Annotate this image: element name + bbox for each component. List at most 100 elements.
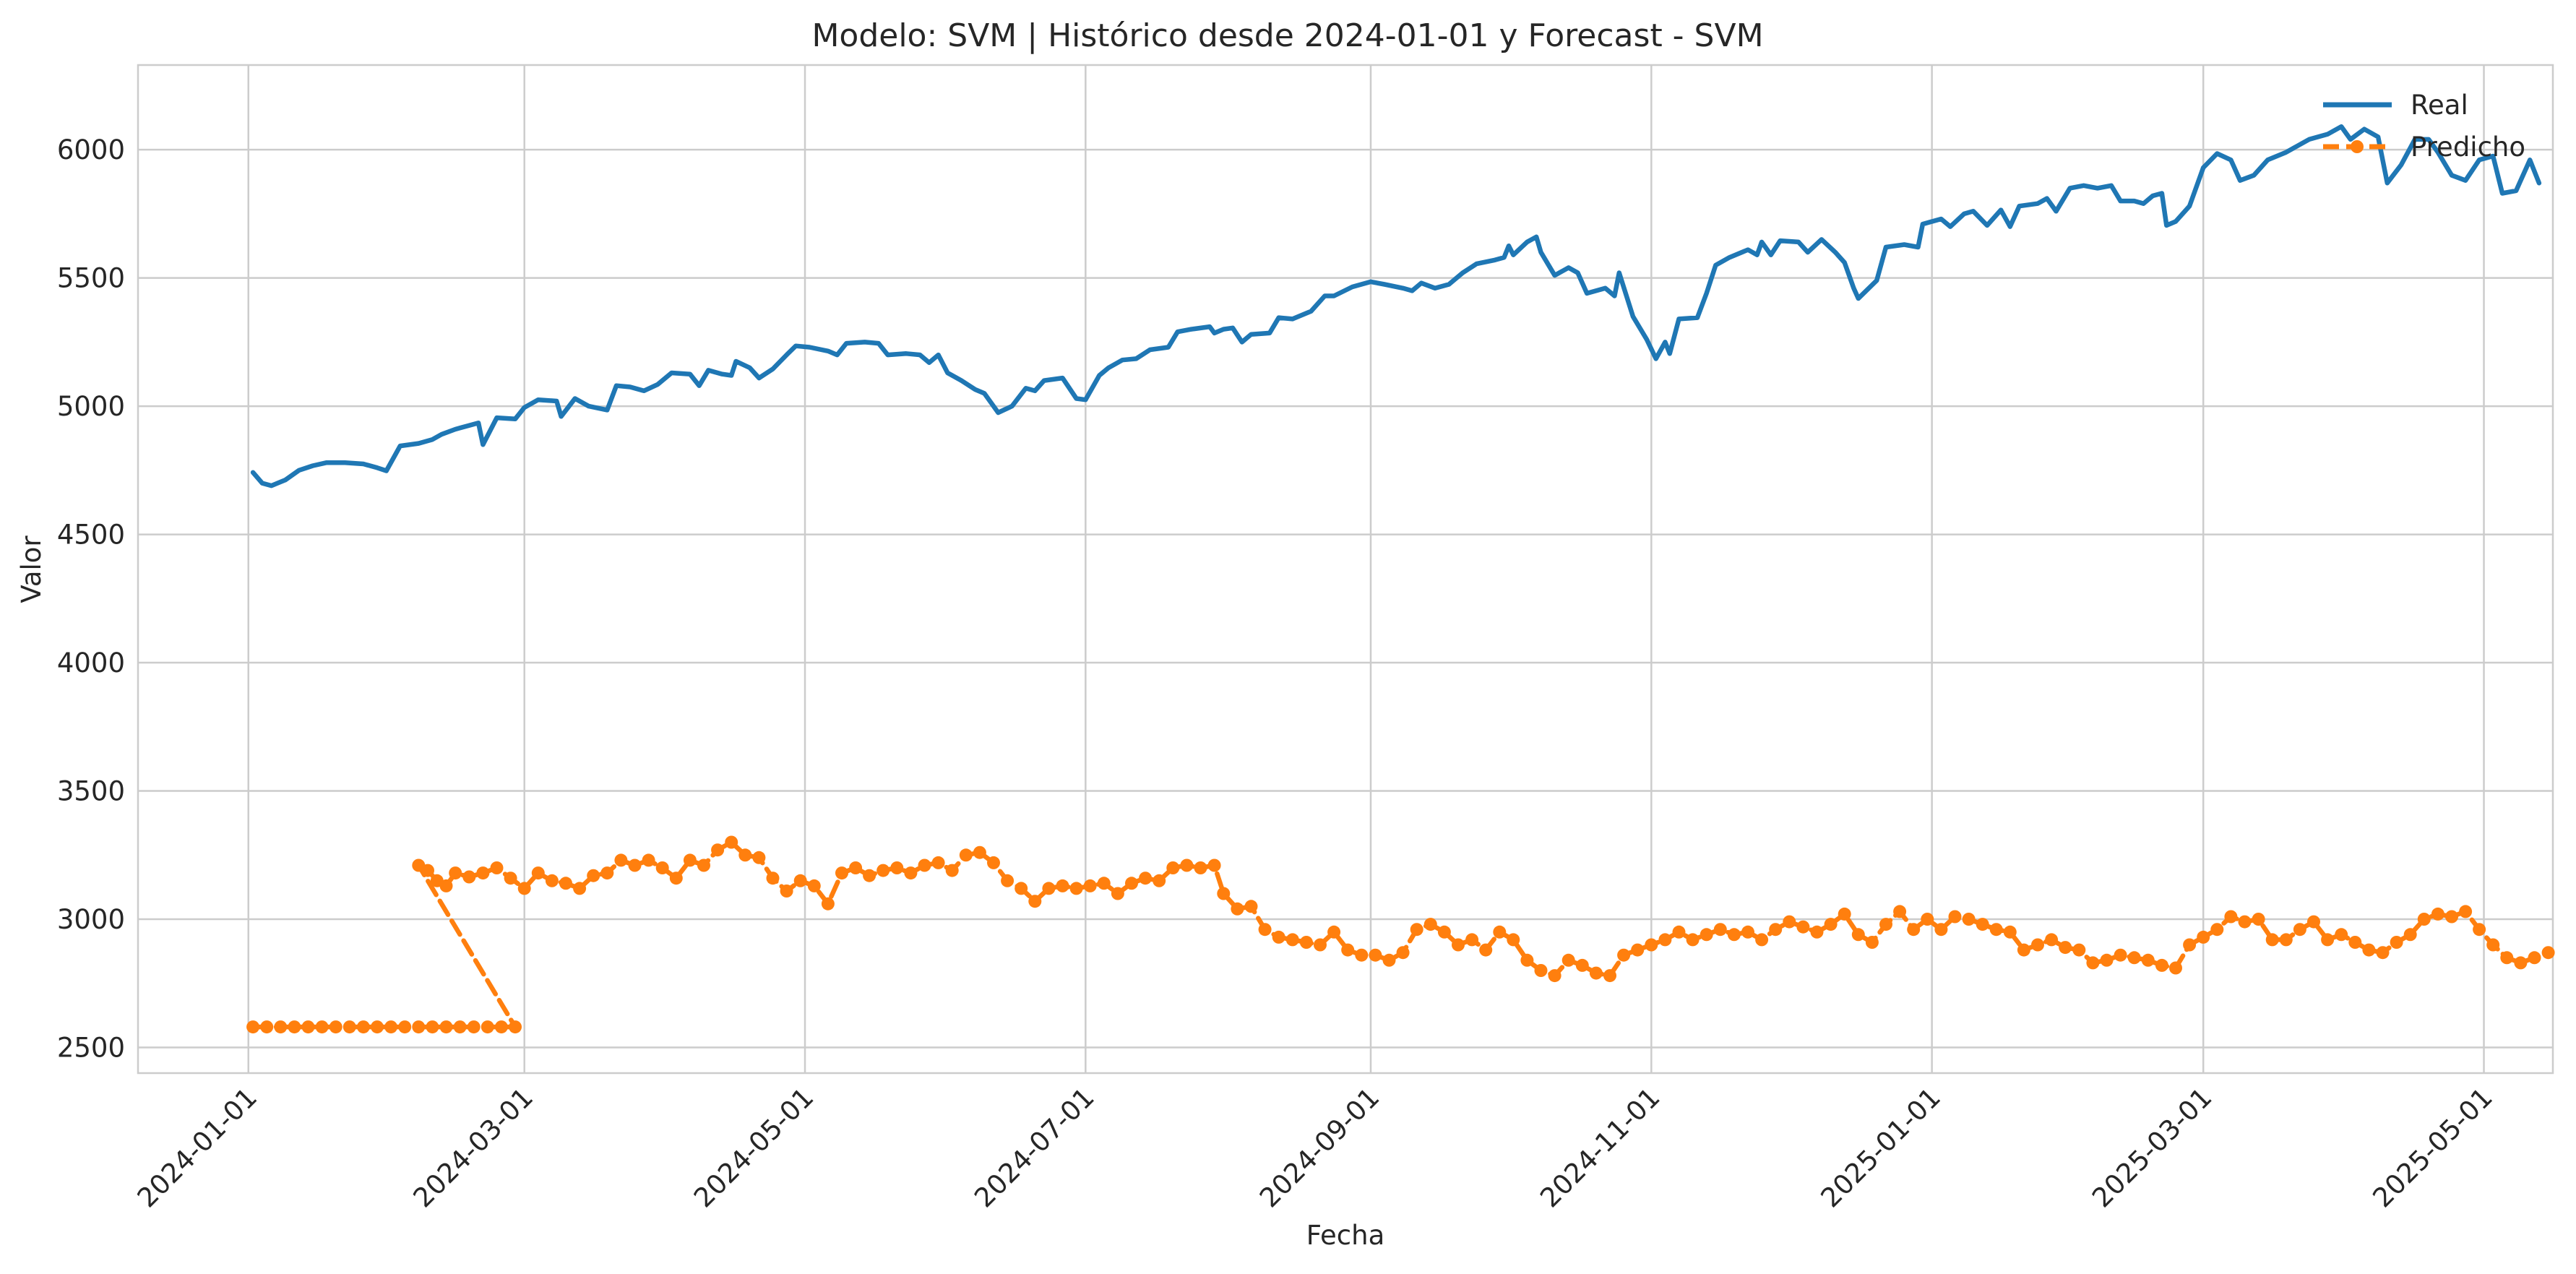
- data-point-predicho: [2224, 910, 2238, 924]
- data-point-predicho: [1810, 925, 1824, 939]
- data-point-predicho: [2045, 933, 2059, 947]
- data-point-predicho: [559, 877, 572, 890]
- data-point-predicho: [2541, 946, 2555, 960]
- data-point-predicho: [1285, 933, 1299, 947]
- data-point-predicho: [1507, 933, 1520, 947]
- data-point-predicho: [1327, 925, 1341, 939]
- data-point-predicho: [1382, 953, 1396, 967]
- data-point-predicho: [2431, 907, 2444, 921]
- data-point-predicho: [2307, 915, 2320, 929]
- y-tick-label: 3500: [57, 776, 125, 807]
- data-point-predicho: [1153, 874, 1166, 887]
- data-point-predicho: [2390, 936, 2403, 949]
- data-point-predicho: [412, 1020, 426, 1034]
- data-point-predicho: [490, 861, 504, 874]
- data-point-predicho: [453, 1020, 467, 1034]
- data-point-predicho: [1166, 861, 1180, 874]
- data-point-predicho: [2445, 910, 2458, 924]
- data-point-predicho: [1561, 953, 1575, 967]
- data-point-predicho: [1111, 887, 1124, 900]
- data-point-predicho: [1314, 938, 1327, 952]
- chart-title: Modelo: SVM | Histórico desde 2024-01-01…: [811, 17, 1763, 54]
- data-point-predicho: [343, 1020, 356, 1034]
- y-axis-ticks: 2500 3000 3500 4000 4500 5000 5500 6000: [57, 134, 125, 1063]
- data-point-predicho: [1631, 943, 1645, 957]
- data-point-predicho: [1976, 918, 1989, 931]
- data-point-predicho: [2141, 953, 2155, 967]
- y-tick-label: 2500: [57, 1033, 125, 1064]
- data-point-predicho: [807, 879, 821, 892]
- data-point-predicho: [1727, 928, 1741, 942]
- data-point-predicho: [945, 864, 959, 877]
- data-point-predicho: [1355, 948, 1369, 962]
- data-point-predicho: [288, 1020, 301, 1034]
- data-point-predicho: [1369, 948, 1382, 962]
- data-point-predicho: [1452, 938, 1465, 952]
- data-point-predicho: [2086, 956, 2100, 970]
- gridlines: [138, 65, 2553, 1073]
- data-point-predicho: [1686, 933, 1700, 947]
- data-point-predicho: [2003, 925, 2017, 939]
- data-point-predicho: [863, 869, 876, 882]
- data-point-predicho: [573, 882, 587, 895]
- y-tick-label: 4500: [57, 520, 125, 551]
- data-point-predicho: [1589, 966, 1603, 980]
- data-point-predicho: [1921, 913, 1934, 926]
- data-point-predicho: [890, 861, 904, 874]
- data-point-predicho: [2252, 913, 2265, 926]
- data-point-predicho: [467, 1020, 481, 1034]
- data-point-predicho: [931, 856, 945, 869]
- data-point-predicho: [1700, 928, 1713, 942]
- data-point-predicho: [2514, 956, 2528, 970]
- data-point-predicho: [2183, 938, 2197, 952]
- y-tick-label: 6000: [57, 134, 125, 165]
- data-point-predicho: [1125, 877, 1138, 890]
- data-point-predicho: [356, 1020, 370, 1034]
- data-point-predicho: [2127, 951, 2141, 965]
- data-point-predicho: [918, 858, 931, 872]
- data-point-predicho: [1479, 943, 1493, 957]
- data-point-predicho: [1396, 946, 1410, 960]
- data-point-predicho: [2017, 943, 2030, 957]
- data-point-predicho: [628, 858, 642, 872]
- data-point-predicho: [1907, 923, 1921, 937]
- data-point-predicho: [517, 882, 531, 895]
- y-tick-label: 3000: [57, 904, 125, 935]
- data-point-predicho: [2348, 936, 2362, 949]
- data-point-predicho: [835, 866, 848, 880]
- data-point-predicho: [2362, 943, 2376, 957]
- data-point-predicho: [1139, 871, 1153, 885]
- data-point-predicho: [587, 869, 600, 882]
- data-point-predicho: [398, 1020, 412, 1034]
- data-point-predicho: [1028, 895, 1042, 908]
- data-point-predicho: [766, 871, 780, 885]
- data-point-predicho: [1838, 907, 1851, 921]
- data-point-predicho: [2321, 933, 2335, 947]
- data-point-predicho: [1934, 923, 1948, 937]
- data-point-predicho: [1769, 923, 1783, 937]
- data-point-predicho: [1244, 900, 1258, 913]
- data-point-predicho: [2293, 923, 2306, 937]
- data-point-predicho: [2059, 941, 2072, 955]
- data-point-predicho: [1180, 858, 1194, 872]
- data-point-predicho: [246, 1020, 260, 1034]
- data-point-predicho: [509, 1020, 522, 1034]
- data-point-predicho: [1520, 953, 1534, 967]
- data-point-predicho: [384, 1020, 398, 1034]
- data-point-predicho: [462, 870, 476, 884]
- data-point-predicho: [1069, 882, 1083, 895]
- data-point-predicho: [725, 835, 738, 849]
- data-point-predicho: [476, 866, 490, 880]
- data-point-predicho: [669, 871, 683, 885]
- data-point-predicho: [752, 851, 766, 864]
- data-point-predicho: [1617, 948, 1631, 962]
- data-point-predicho: [1824, 918, 1838, 931]
- data-point-predicho: [274, 1020, 288, 1034]
- data-point-predicho: [1207, 858, 1221, 872]
- data-point-predicho: [2459, 905, 2473, 918]
- data-point-predicho: [1879, 918, 1892, 931]
- series-line-real: [250, 124, 2542, 488]
- data-point-predicho: [780, 885, 793, 898]
- data-point-predicho: [2169, 961, 2182, 975]
